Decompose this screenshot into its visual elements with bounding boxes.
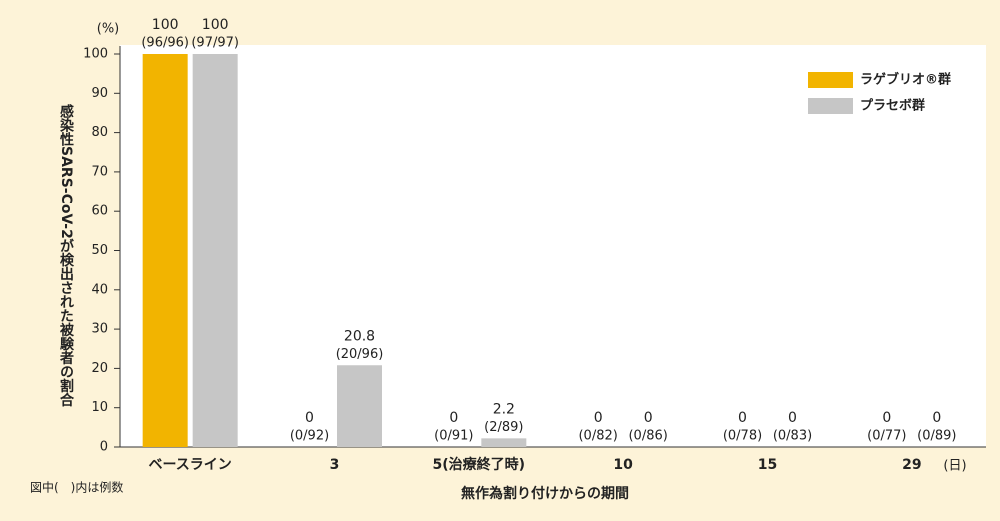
bar <box>481 438 527 447</box>
bar <box>337 365 382 447</box>
x-tick-label: 29 <box>902 457 921 473</box>
y-tick-label: 50 <box>91 243 108 258</box>
legend-label: ラゲブリオ®群 <box>860 72 951 88</box>
bar <box>142 54 188 447</box>
x-tick-label: 15 <box>758 457 777 473</box>
count-label: (0/78) <box>723 429 762 444</box>
count-label: (0/86) <box>628 429 667 444</box>
legend-swatch <box>808 98 853 114</box>
count-label: (0/91) <box>434 429 473 444</box>
x-axis-label: 無作為割り付けからの期間 <box>461 485 629 502</box>
count-label: (0/77) <box>867 429 906 444</box>
value-label: 2.2 <box>493 401 515 417</box>
y-tick-label: 60 <box>91 204 108 219</box>
legend-label: プラセボ群 <box>860 98 925 114</box>
value-label: 0 <box>738 410 747 426</box>
x-tick-label: 10 <box>613 457 633 473</box>
note: 図中( )内は例数 <box>30 480 123 495</box>
y-tick-label: 100 <box>83 47 108 62</box>
y-tick-label: 20 <box>91 361 108 376</box>
value-label: 0 <box>932 410 941 426</box>
value-label: 0 <box>882 410 891 426</box>
count-label: (20/96) <box>336 347 384 362</box>
y-tick-label: 10 <box>91 400 108 415</box>
value-label: 20.8 <box>344 328 375 344</box>
x-tick-label: 3 <box>330 457 340 473</box>
count-label: (2/89) <box>484 420 523 435</box>
x-tick-label: ベースライン <box>149 457 232 473</box>
count-label: (96/96) <box>141 36 189 51</box>
count-label: (0/92) <box>290 429 329 444</box>
y-tick-label: 30 <box>91 322 108 337</box>
y-axis-label: 感染性SARS-CoV-2が検出された被験者の割合 <box>58 103 74 407</box>
y-tick-label: 80 <box>91 125 108 140</box>
value-label: 100 <box>152 17 179 33</box>
count-label: (0/89) <box>917 429 956 444</box>
x-unit: (日) <box>943 459 966 474</box>
value-label: 0 <box>788 410 797 426</box>
y-tick-label: 90 <box>91 86 108 101</box>
count-label: (97/97) <box>191 36 239 51</box>
x-tick-label: 5(治療終了時) <box>433 456 526 473</box>
value-label: 0 <box>644 410 653 426</box>
value-label: 0 <box>594 410 603 426</box>
legend-swatch <box>808 72 853 88</box>
value-label: 0 <box>305 410 314 426</box>
y-unit: (%) <box>97 22 120 37</box>
y-tick-label: 0 <box>100 440 108 455</box>
value-label: 0 <box>449 410 458 426</box>
bar <box>192 54 238 447</box>
y-tick-label: 40 <box>91 282 108 297</box>
count-label: (0/82) <box>578 429 617 444</box>
value-label: 100 <box>202 17 229 33</box>
y-tick-label: 70 <box>91 164 108 179</box>
count-label: (0/83) <box>773 429 812 444</box>
